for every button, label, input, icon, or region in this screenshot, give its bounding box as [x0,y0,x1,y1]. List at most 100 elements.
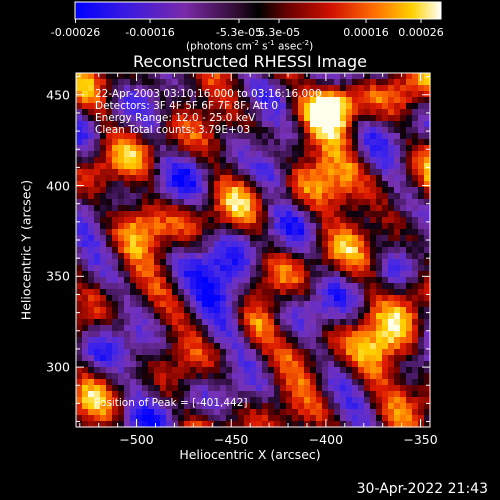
heatmap-cell [280,139,287,146]
heatmap-cell [322,91,329,98]
heatmap-cell [292,301,299,308]
heatmap-cell [364,397,371,404]
heatmap-cell [298,199,305,206]
heatmap-cell [124,277,131,284]
heatmap-cell [124,205,131,212]
heatmap-cell [202,295,209,302]
heatmap-cell [412,313,419,320]
heatmap-cell [376,91,383,98]
heatmap-cell [184,361,191,368]
heatmap-cell [184,259,191,266]
heatmap-cell [142,307,149,314]
heatmap-cell [256,325,263,332]
heatmap-cell [208,127,215,134]
heatmap-cell [406,373,413,380]
heatmap-cell [160,91,167,98]
heatmap-cell [100,169,107,176]
heatmap-cell [178,343,185,350]
heatmap-cell [406,337,413,344]
heatmap-cell [388,217,395,224]
heatmap-cell [382,373,389,380]
heatmap-cell [112,325,119,332]
heatmap-cell [148,187,155,194]
heatmap-cell [256,331,263,338]
heatmap-cell [322,319,329,326]
heatmap-cell [262,73,269,80]
heatmap-cell [142,235,149,242]
heatmap-cell [358,217,365,224]
heatmap-cell [148,115,155,122]
colorbar-units: (photons cm-2 s-1 asec-2) [186,39,314,53]
heatmap-cell [400,139,407,146]
heatmap-cell [232,127,239,134]
heatmap-cell [184,145,191,152]
heatmap-cell [220,85,227,92]
heatmap-cell [298,217,305,224]
heatmap-cell [172,217,179,224]
heatmap-cell [268,385,275,392]
heatmap-cell [310,301,317,308]
heatmap-cell [406,175,413,182]
heatmap-cell [400,307,407,314]
heatmap-cell [220,103,227,110]
heatmap-cell [304,217,311,224]
heatmap-cell [112,349,119,356]
heatmap-cell [94,199,101,206]
heatmap-cell [328,103,335,110]
heatmap-cell [400,277,407,284]
heatmap-cell [316,373,323,380]
heatmap-cell [136,349,143,356]
heatmap-cell [76,199,83,206]
heatmap-cell [250,319,257,326]
heatmap-cell [172,259,179,266]
heatmap-cell [88,115,95,122]
heatmap-cell [142,79,149,86]
heatmap-cell [316,319,323,326]
heatmap-cell [184,331,191,338]
heatmap-cell [220,163,227,170]
heatmap-cell [400,301,407,308]
heatmap-cell [412,265,419,272]
heatmap-cell [364,307,371,314]
heatmap-cell [328,331,335,338]
heatmap-cell [166,91,173,98]
heatmap-cell [346,337,353,344]
heatmap-cell [76,277,83,284]
heatmap-cell [358,289,365,296]
heatmap-cell [250,103,257,110]
heatmap-cell [124,253,131,260]
heatmap-cell [274,283,281,290]
heatmap-cell [340,175,347,182]
heatmap-cell [142,301,149,308]
heatmap-cell [130,187,137,194]
heatmap-cell [226,247,233,254]
heatmap-cell [328,373,335,380]
heatmap-cell [136,253,143,260]
heatmap-cell [310,283,317,290]
heatmap-cell [424,157,431,164]
heatmap-cell [328,127,335,134]
heatmap-cell [406,391,413,398]
heatmap-cell [328,199,335,206]
heatmap-cell [148,85,155,92]
heatmap-cell [340,391,347,398]
heatmap-cell [262,325,269,332]
heatmap-cell [220,97,227,104]
heatmap-cell [292,343,299,350]
heatmap-cell [328,361,335,368]
heatmap-cell [268,367,275,374]
heatmap-cell [346,259,353,266]
heatmap-cell [142,409,149,416]
heatmap-cell [82,337,89,344]
heatmap-cell [142,325,149,332]
heatmap-cell [388,241,395,248]
heatmap-cell [196,103,203,110]
heatmap-cell [394,415,401,422]
heatmap-cell [358,331,365,338]
heatmap-cell [274,307,281,314]
heatmap-cell [232,115,239,122]
heatmap-cell [382,349,389,356]
heatmap-cell [352,145,359,152]
heatmap-cell [172,265,179,272]
heatmap-cell [112,163,119,170]
